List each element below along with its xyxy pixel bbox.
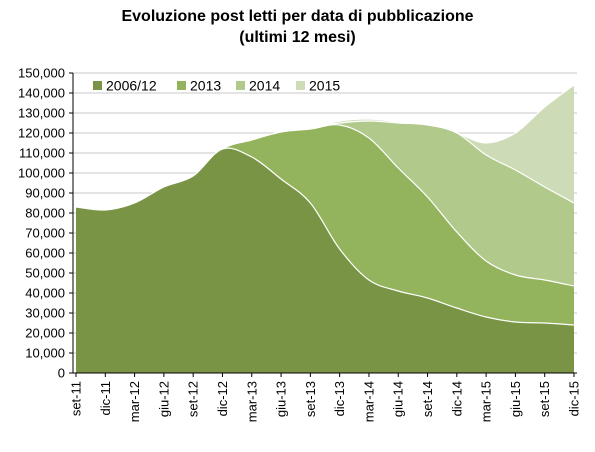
- x-tick-label: giu-15: [508, 381, 523, 417]
- y-tick-label: 60,000: [25, 246, 65, 261]
- x-tick-label: mar-12: [127, 381, 142, 422]
- x-tick-label: giu-12: [156, 381, 171, 417]
- series-area-2006-12: [76, 148, 574, 373]
- x-tick-label: mar-15: [479, 381, 494, 422]
- x-tick-label: set-14: [420, 381, 435, 417]
- x-tick-label: dic-12: [215, 381, 230, 416]
- y-tick-label: 90,000: [25, 186, 65, 201]
- y-tick-label: 80,000: [25, 206, 65, 221]
- x-tick-label: dic-15: [567, 381, 582, 416]
- legend-swatch: [177, 81, 186, 90]
- y-tick-label: 110,000: [19, 146, 65, 161]
- x-tick-label: mar-14: [361, 381, 376, 422]
- legend-label: 2015: [309, 78, 340, 94]
- y-tick-label: 20,000: [25, 326, 65, 341]
- legend-swatch: [236, 81, 245, 90]
- y-tick-label: 140,000: [18, 86, 65, 101]
- y-tick-label: 120,000: [18, 126, 65, 141]
- chart-subtitle: (ultimi 12 mesi): [239, 29, 356, 46]
- legend-label: 2013: [190, 78, 221, 94]
- legend-label: 2014: [249, 78, 280, 94]
- legend-swatch: [296, 81, 305, 90]
- legend-swatch: [93, 81, 102, 90]
- x-tick-label: dic-11: [98, 381, 113, 415]
- y-tick-label: 100,000: [18, 166, 65, 181]
- x-tick-label: set-11: [69, 381, 84, 416]
- x-tick-label: dic-13: [332, 381, 347, 416]
- y-tick-label: 40,000: [25, 286, 65, 301]
- x-tick-label: giu-14: [391, 381, 406, 417]
- x-tick-label: dic-14: [449, 381, 464, 416]
- y-tick-label: 150,000: [18, 66, 65, 81]
- y-tick-label: 70,000: [25, 226, 65, 241]
- y-tick-label: 30,000: [25, 306, 65, 321]
- series-edge-2006-12: [75, 147, 575, 326]
- y-tick-label: 10,000: [25, 346, 65, 361]
- y-tick-label: 50,000: [25, 266, 65, 281]
- x-tick-label: set-12: [186, 381, 201, 417]
- x-tick-label: set-15: [537, 381, 552, 417]
- legend-label: 2006/12: [106, 78, 157, 94]
- y-tick-label: 130,000: [18, 106, 65, 121]
- y-tick-label: 0: [58, 366, 65, 381]
- x-tick-label: mar-13: [244, 381, 259, 422]
- x-tick-label: giu-13: [274, 381, 289, 417]
- chart-title: Evoluzione post letti per data di pubbli…: [121, 8, 474, 25]
- x-tick-label: set-13: [303, 381, 318, 417]
